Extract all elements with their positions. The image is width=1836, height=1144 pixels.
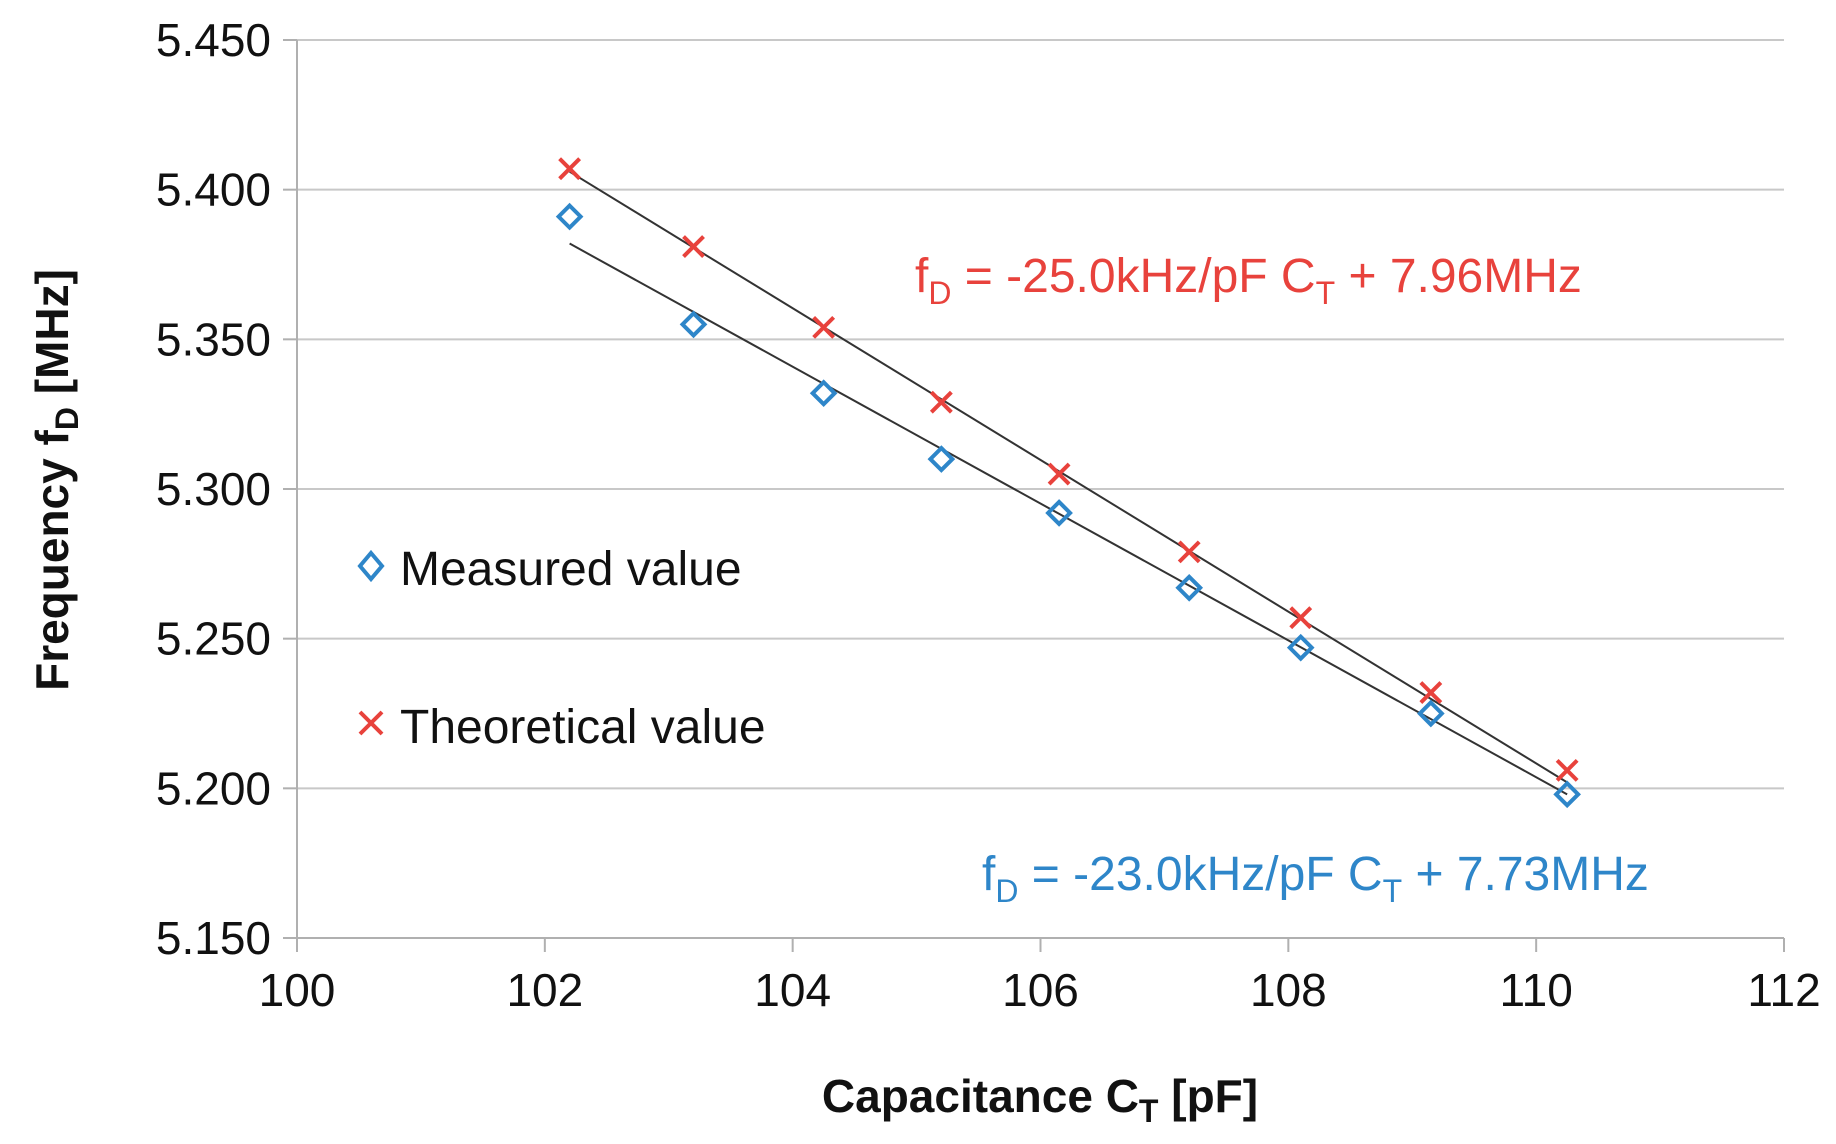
y-tick-label-6: 5.450: [156, 14, 271, 66]
x-axis-title: Capacitance CT [pF]: [822, 1070, 1258, 1129]
legend-cross-marker: [358, 710, 384, 736]
point-theoretical-7: [1419, 681, 1443, 704]
y-axis-title-sub: D: [49, 407, 85, 430]
y-tick-labels: 5.150 5.200 5.250 5.300 5.350 5.400 5.450: [156, 14, 271, 964]
point-theoretical-1: [682, 235, 705, 258]
eq-theoretical-mid: = -25.0kHz/pF C: [951, 250, 1315, 303]
point-measured-3: [927, 445, 956, 473]
eq-measured-rhs: + 7.73MHz: [1402, 848, 1649, 901]
eq-measured-mid: = -23.0kHz/pF C: [1018, 848, 1382, 901]
point-measured-6: [1286, 633, 1315, 662]
fit-line-theoretical: [569, 170, 1568, 784]
eq-theoretical-rhs: + 7.96MHz: [1335, 250, 1582, 303]
point-measured-7: [1417, 699, 1445, 728]
legend-label-measured: Measured value: [400, 543, 742, 596]
y-tick-label-2: 5.250: [156, 613, 271, 665]
point-theoretical-8: [1555, 758, 1579, 782]
y-tick-label-3: 5.300: [156, 463, 271, 515]
legend-label-theoretical: Theoretical value: [400, 701, 766, 754]
x-tick-label-6: 112: [1747, 964, 1820, 1016]
point-measured-0: [555, 202, 584, 231]
x-tick-labels: 100 102 104 106 108 110 112: [259, 964, 1821, 1016]
x-axis-title-unit: [pF]: [1158, 1070, 1258, 1122]
point-measured-8: [1553, 780, 1581, 809]
x-tick-label-0: 100: [259, 964, 336, 1016]
point-theoretical-6: [1289, 606, 1313, 630]
equation-theoretical: fD = -25.0kHz/pF CT + 7.96MHz: [915, 250, 1582, 311]
x-tick-label-3: 106: [1002, 964, 1079, 1016]
y-tick-label-1: 5.200: [156, 762, 271, 814]
x-axis-title-sub: T: [1139, 1093, 1159, 1129]
x-tick-label-2: 104: [754, 964, 831, 1016]
y-axis-title-unit: [MHz]: [26, 269, 78, 407]
data-points: [555, 157, 1581, 809]
fit-lines: [569, 170, 1568, 796]
eq-measured-lhs-sub: D: [995, 873, 1018, 909]
y-tick-label-4: 5.350: [156, 313, 271, 365]
axes: [283, 39, 1785, 952]
eq-measured-lhs: f: [982, 848, 996, 901]
legend-item-measured: Measured value: [357, 543, 742, 596]
x-tick-label-5: 110: [1499, 964, 1572, 1016]
point-measured-5: [1175, 573, 1204, 602]
eq-theoretical-mid-sub: T: [1316, 275, 1336, 311]
point-theoretical-5: [1177, 540, 1201, 564]
y-axis-title: Frequency fD [MHz]: [26, 269, 85, 691]
legend: Measured value Theoretical value: [357, 543, 766, 754]
y-tick-label-5: 5.400: [156, 164, 271, 216]
eq-theoretical-lhs-sub: D: [928, 275, 951, 311]
eq-theoretical-lhs: f: [915, 250, 929, 303]
x-tick-label-4: 108: [1250, 964, 1327, 1016]
point-theoretical-3: [929, 390, 953, 414]
point-measured-4: [1045, 499, 1073, 527]
point-measured-2: [809, 379, 838, 408]
point-theoretical-4: [1047, 462, 1071, 486]
eq-measured-mid-sub: T: [1383, 873, 1403, 909]
y-tick-label-0: 5.150: [156, 912, 271, 964]
x-axis-title-main: Capacitance C: [822, 1070, 1139, 1122]
point-theoretical-0: [558, 157, 582, 181]
legend-item-theoretical: Theoretical value: [358, 701, 766, 754]
point-measured-1: [679, 310, 708, 339]
fit-line-measured: [569, 242, 1568, 796]
point-theoretical-2: [812, 315, 836, 339]
x-tick-label-1: 102: [506, 964, 583, 1016]
y-axis-title-main: Frequency f: [26, 429, 78, 690]
legend-diamond-marker: [357, 549, 385, 583]
grid-lines: [297, 39, 1784, 790]
equation-measured: fD = -23.0kHz/pF CT + 7.73MHz: [982, 848, 1649, 909]
